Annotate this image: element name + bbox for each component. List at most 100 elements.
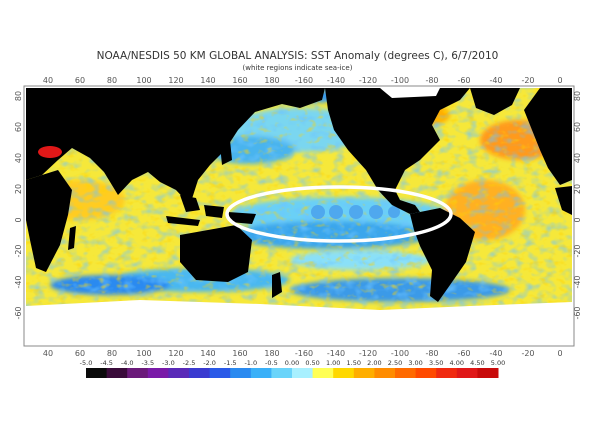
colorbar-swatch bbox=[456, 368, 478, 378]
lon-ticks-bottom: 40 60 80 100 120 140 160 180 -160 -140 -120 -100 -80… bbox=[43, 349, 563, 358]
sea-ice-arctic bbox=[380, 88, 440, 98]
lat-tick-label: 0 bbox=[14, 217, 23, 222]
colorbar-label: -4.0 bbox=[121, 359, 134, 367]
sea-ice-antarctic bbox=[26, 300, 572, 344]
colorbar-swatch bbox=[333, 368, 355, 378]
lon-tick-label: -60 bbox=[457, 76, 470, 85]
lon-tick-label: 140 bbox=[200, 76, 215, 85]
lat-tick-label: -20 bbox=[573, 244, 582, 257]
colorbar-swatch bbox=[436, 368, 458, 378]
map-title: NOAA/NESDIS 50 KM GLOBAL ANALYSIS: SST A… bbox=[96, 50, 499, 62]
colorbar-label: -3.5 bbox=[141, 359, 154, 367]
colorbar-swatch bbox=[230, 368, 252, 378]
colorbar-label: 4.50 bbox=[470, 359, 484, 367]
lon-tick-label: 180 bbox=[264, 349, 279, 358]
lon-tick-label: -120 bbox=[359, 349, 377, 358]
lon-tick-label: -20 bbox=[521, 76, 534, 85]
colorbar-swatch bbox=[147, 368, 169, 378]
lon-ticks-top: 40 60 80 100 120 140 160 180 -160 -140 -120 -100 -80… bbox=[43, 76, 563, 85]
lon-tick-label: 120 bbox=[168, 349, 183, 358]
lat-tick-label: 20 bbox=[14, 184, 23, 194]
colorbar: -5.0 -4.5 -4.0 -3.5 -3.0 -2.5 -2.0 -1.5 -1.0 -0.5… bbox=[80, 359, 505, 378]
colorbar-label: -0.5 bbox=[265, 359, 278, 367]
colorbar-label: 2.50 bbox=[388, 359, 402, 367]
lat-tick-label: 40 bbox=[573, 153, 582, 163]
lon-tick-label: -60 bbox=[457, 349, 470, 358]
colorbar-swatch bbox=[250, 368, 272, 378]
lon-tick-label: -40 bbox=[489, 76, 502, 85]
lon-tick-label: -80 bbox=[425, 349, 438, 358]
lat-ticks-right: 80 60 40 20 0 -20 -40 -60 bbox=[573, 91, 582, 320]
colorbar-label: 3.00 bbox=[408, 359, 422, 367]
colorbar-label: 1.50 bbox=[347, 359, 361, 367]
lon-tick-label: -120 bbox=[359, 76, 377, 85]
colorbar-swatch bbox=[86, 368, 108, 378]
lon-tick-label: 40 bbox=[43, 349, 53, 358]
colorbar-swatch bbox=[189, 368, 211, 378]
lon-tick-label: 120 bbox=[168, 76, 183, 85]
colorbar-swatch bbox=[415, 368, 437, 378]
highlight-ellipse bbox=[225, 185, 453, 243]
colorbar-label: 5.00 bbox=[491, 359, 505, 367]
lon-tick-label: 100 bbox=[136, 76, 151, 85]
colorbar-label: -5.0 bbox=[80, 359, 93, 367]
map-field bbox=[26, 88, 572, 344]
colorbar-label: 1.00 bbox=[326, 359, 340, 367]
lat-tick-label: 20 bbox=[573, 184, 582, 194]
lat-tick-label: -60 bbox=[14, 306, 23, 319]
colorbar-label: 0.00 bbox=[285, 359, 299, 367]
lon-tick-label: 180 bbox=[264, 76, 279, 85]
map-subtitle: (white regions indicate sea-ice) bbox=[242, 64, 353, 72]
lat-tick-label: 40 bbox=[14, 153, 23, 163]
colorbar-swatch bbox=[127, 368, 149, 378]
lon-tick-label: -100 bbox=[391, 349, 409, 358]
lat-tick-label: -40 bbox=[573, 275, 582, 288]
colorbar-label: -4.5 bbox=[100, 359, 113, 367]
lat-tick-label: 60 bbox=[573, 122, 582, 132]
lon-tick-label: 0 bbox=[557, 76, 562, 85]
colorbar-swatch bbox=[477, 368, 499, 378]
lon-tick-label: -20 bbox=[521, 349, 534, 358]
lon-tick-label: 80 bbox=[107, 76, 117, 85]
lat-tick-label: 0 bbox=[573, 217, 582, 222]
colorbar-label: 3.50 bbox=[429, 359, 443, 367]
colorbar-label: 4.00 bbox=[450, 359, 464, 367]
colorbar-swatch bbox=[374, 368, 396, 378]
lon-tick-label: 140 bbox=[200, 349, 215, 358]
colorbar-swatch bbox=[292, 368, 314, 378]
lon-tick-label: 60 bbox=[75, 76, 85, 85]
colorbar-swatch bbox=[312, 368, 334, 378]
colorbar-label: -3.0 bbox=[162, 359, 175, 367]
lon-tick-label: 160 bbox=[232, 349, 247, 358]
map-frame bbox=[23, 85, 575, 347]
lat-tick-label: -40 bbox=[14, 275, 23, 288]
lat-tick-label: 80 bbox=[14, 91, 23, 101]
lon-tick-label: 100 bbox=[136, 349, 151, 358]
colorbar-swatch bbox=[353, 368, 375, 378]
colorbar-swatch bbox=[271, 368, 293, 378]
lat-ticks-left: 80 60 40 20 0 -20 -40 -60 bbox=[14, 91, 23, 320]
colorbar-label: -2.5 bbox=[183, 359, 196, 367]
lon-tick-label: -100 bbox=[391, 76, 409, 85]
lat-tick-label: 60 bbox=[14, 122, 23, 132]
lon-tick-label: 40 bbox=[43, 76, 53, 85]
colorbar-label: 0.50 bbox=[305, 359, 319, 367]
lon-tick-label: -80 bbox=[425, 76, 438, 85]
colorbar-label: -1.0 bbox=[244, 359, 257, 367]
colorbar-label: -1.5 bbox=[224, 359, 237, 367]
colorbar-swatch bbox=[209, 368, 231, 378]
colorbar-label: -2.0 bbox=[203, 359, 216, 367]
lat-tick-label: -20 bbox=[14, 244, 23, 257]
lon-tick-label: -40 bbox=[489, 349, 502, 358]
colorbar-swatch bbox=[168, 368, 190, 378]
colorbar-swatch bbox=[106, 368, 128, 378]
lon-tick-label: 160 bbox=[232, 76, 247, 85]
lon-tick-label: -140 bbox=[327, 76, 345, 85]
colorbar-swatch bbox=[395, 368, 417, 378]
lon-tick-label: 0 bbox=[557, 349, 562, 358]
lon-tick-label: 80 bbox=[107, 349, 117, 358]
lat-tick-label: 80 bbox=[573, 91, 582, 101]
land-masses bbox=[26, 88, 572, 302]
colorbar-label: 2.00 bbox=[367, 359, 381, 367]
